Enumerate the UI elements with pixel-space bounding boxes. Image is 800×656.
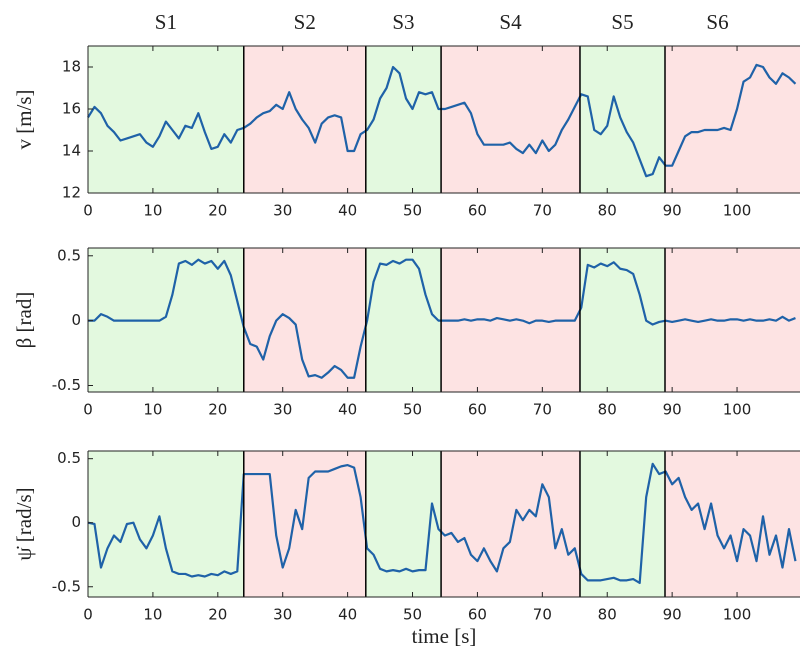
y-tick-label: 0.5 [57, 246, 81, 264]
y-tick-label: 16 [62, 100, 81, 118]
x-tick-label: 20 [208, 202, 227, 220]
segment-label: S4 [499, 10, 522, 34]
x-tick-label: 50 [403, 202, 422, 220]
x-tick-label: 50 [403, 401, 422, 419]
segment-shade [579, 46, 665, 193]
x-tick-label: 10 [143, 202, 162, 220]
y-axis-label: v [m/s] [12, 89, 36, 149]
x-tick-label: 30 [273, 202, 292, 220]
y-tick-label: 0 [71, 311, 81, 329]
y-tick-label: -0.5 [52, 577, 81, 595]
x-tick-label: 80 [598, 401, 617, 419]
segment-label: S3 [392, 10, 414, 34]
y-tick-label: 0 [71, 513, 81, 531]
y-tick-label: 14 [62, 142, 81, 160]
x-tick-label: 20 [208, 606, 227, 624]
x-tick-label: 50 [403, 606, 422, 624]
segment-shade [579, 248, 665, 392]
segment-shade [365, 46, 442, 193]
segment-shade [365, 451, 442, 597]
segment-shade [579, 451, 665, 597]
x-tick-label: 100 [723, 401, 752, 419]
x-tick-label: 90 [663, 606, 682, 624]
segment-shade [243, 46, 366, 193]
x-tick-label: 90 [663, 401, 682, 419]
x-tick-label: 70 [533, 606, 552, 624]
x-tick-label: 30 [273, 606, 292, 624]
x-tick-label: 60 [468, 401, 487, 419]
x-tick-label: 0 [83, 606, 93, 624]
x-tick-label: 0 [83, 401, 93, 419]
y-tick-label: 0.5 [57, 449, 81, 467]
x-tick-label: 100 [723, 202, 752, 220]
segment-label: S1 [155, 10, 177, 34]
x-tick-label: 80 [598, 202, 617, 220]
y-tick-label: -0.5 [52, 376, 81, 394]
segment-shade [88, 451, 244, 597]
x-tick-label: 30 [273, 401, 292, 419]
segment-shade [365, 248, 442, 392]
segment-shade [243, 451, 366, 597]
x-tick-label: 100 [723, 606, 752, 624]
y-tick-label: 12 [62, 184, 81, 202]
segment-shade [441, 451, 580, 597]
segment-label: S2 [294, 10, 316, 34]
segment-shade [441, 46, 580, 193]
x-tick-label: 10 [143, 606, 162, 624]
y-axis-label: β [rad] [12, 292, 36, 349]
x-tick-label: 60 [468, 202, 487, 220]
segment-label: S6 [706, 10, 728, 34]
segment-shade [664, 451, 800, 597]
segment-shade [243, 248, 366, 392]
x-tick-label: 80 [598, 606, 617, 624]
x-tick-label: 20 [208, 401, 227, 419]
segment-shade [664, 46, 800, 193]
y-tick-label: 18 [62, 58, 81, 76]
x-tick-label: 40 [338, 202, 357, 220]
x-tick-label: 40 [338, 401, 357, 419]
x-tick-label: 10 [143, 401, 162, 419]
segment-shade [88, 46, 244, 193]
x-tick-label: 70 [533, 401, 552, 419]
x-axis-label: time [s] [412, 624, 477, 648]
x-tick-label: 0 [83, 202, 93, 220]
segment-label: S5 [611, 10, 633, 34]
y-axis-label: ψ̇ [rad/s] [12, 487, 36, 560]
x-tick-label: 90 [663, 202, 682, 220]
x-tick-label: 60 [468, 606, 487, 624]
x-tick-label: 40 [338, 606, 357, 624]
x-tick-label: 70 [533, 202, 552, 220]
